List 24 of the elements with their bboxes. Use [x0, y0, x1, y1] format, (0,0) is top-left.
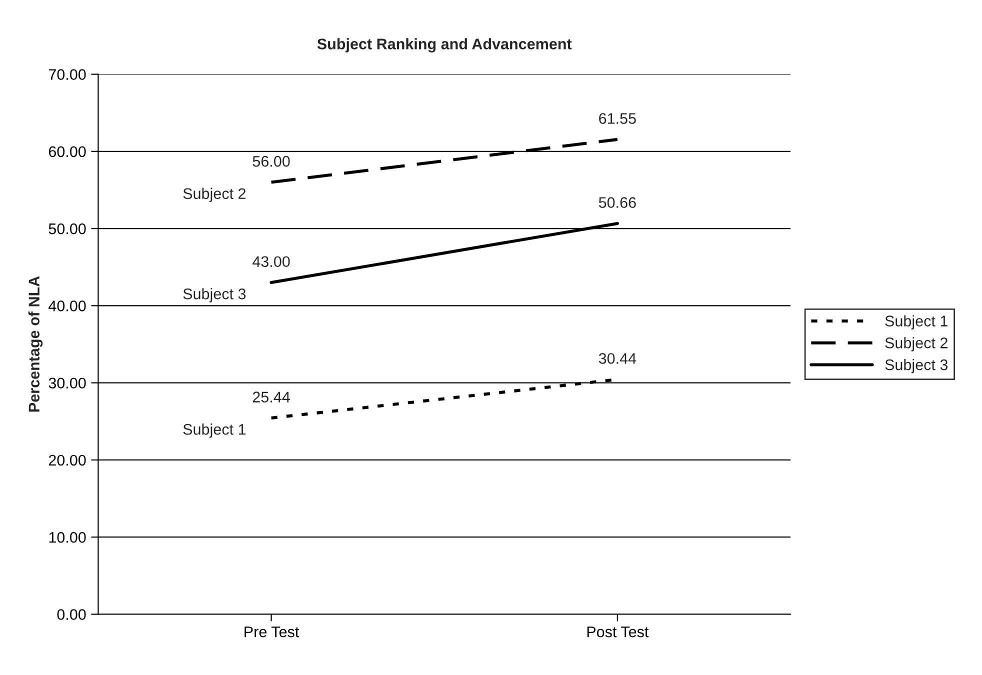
legend-label: Subject 2 [885, 337, 948, 352]
legend-label: Subject 3 [885, 359, 948, 374]
data-label: 25.44 [252, 392, 290, 402]
data-label: 30.44 [598, 353, 636, 364]
y-tick-label: 30.00 [48, 378, 86, 389]
data-label: 61.55 [599, 113, 636, 124]
chart-title: Subject Ranking and Advancement [317, 38, 572, 52]
x-tick-label: Post Test [587, 626, 649, 638]
y-tick-label: 70.00 [48, 69, 86, 80]
x-tick-label: Pre Test [244, 626, 300, 638]
y-tick-label: 0.00 [57, 609, 86, 620]
data-label: 56.00 [252, 156, 290, 167]
legend-label: Subject 1 [885, 315, 948, 330]
y-tick-label: 10.00 [49, 532, 86, 543]
y-axis-title: Percentage of NLA [28, 276, 43, 412]
data-label: 50.66 [598, 197, 636, 208]
y-tick-label: 20.00 [48, 454, 86, 466]
text: Subject 1 [183, 424, 246, 438]
y-tick-label: 60.00 [48, 146, 86, 158]
text: Subject 3 [183, 288, 246, 302]
text: Subject 2 [183, 188, 246, 202]
data-label: 43.00 [252, 256, 290, 268]
y-tick-label: 50.00 [48, 223, 86, 234]
y-tick-label: 40.00 [48, 300, 86, 312]
